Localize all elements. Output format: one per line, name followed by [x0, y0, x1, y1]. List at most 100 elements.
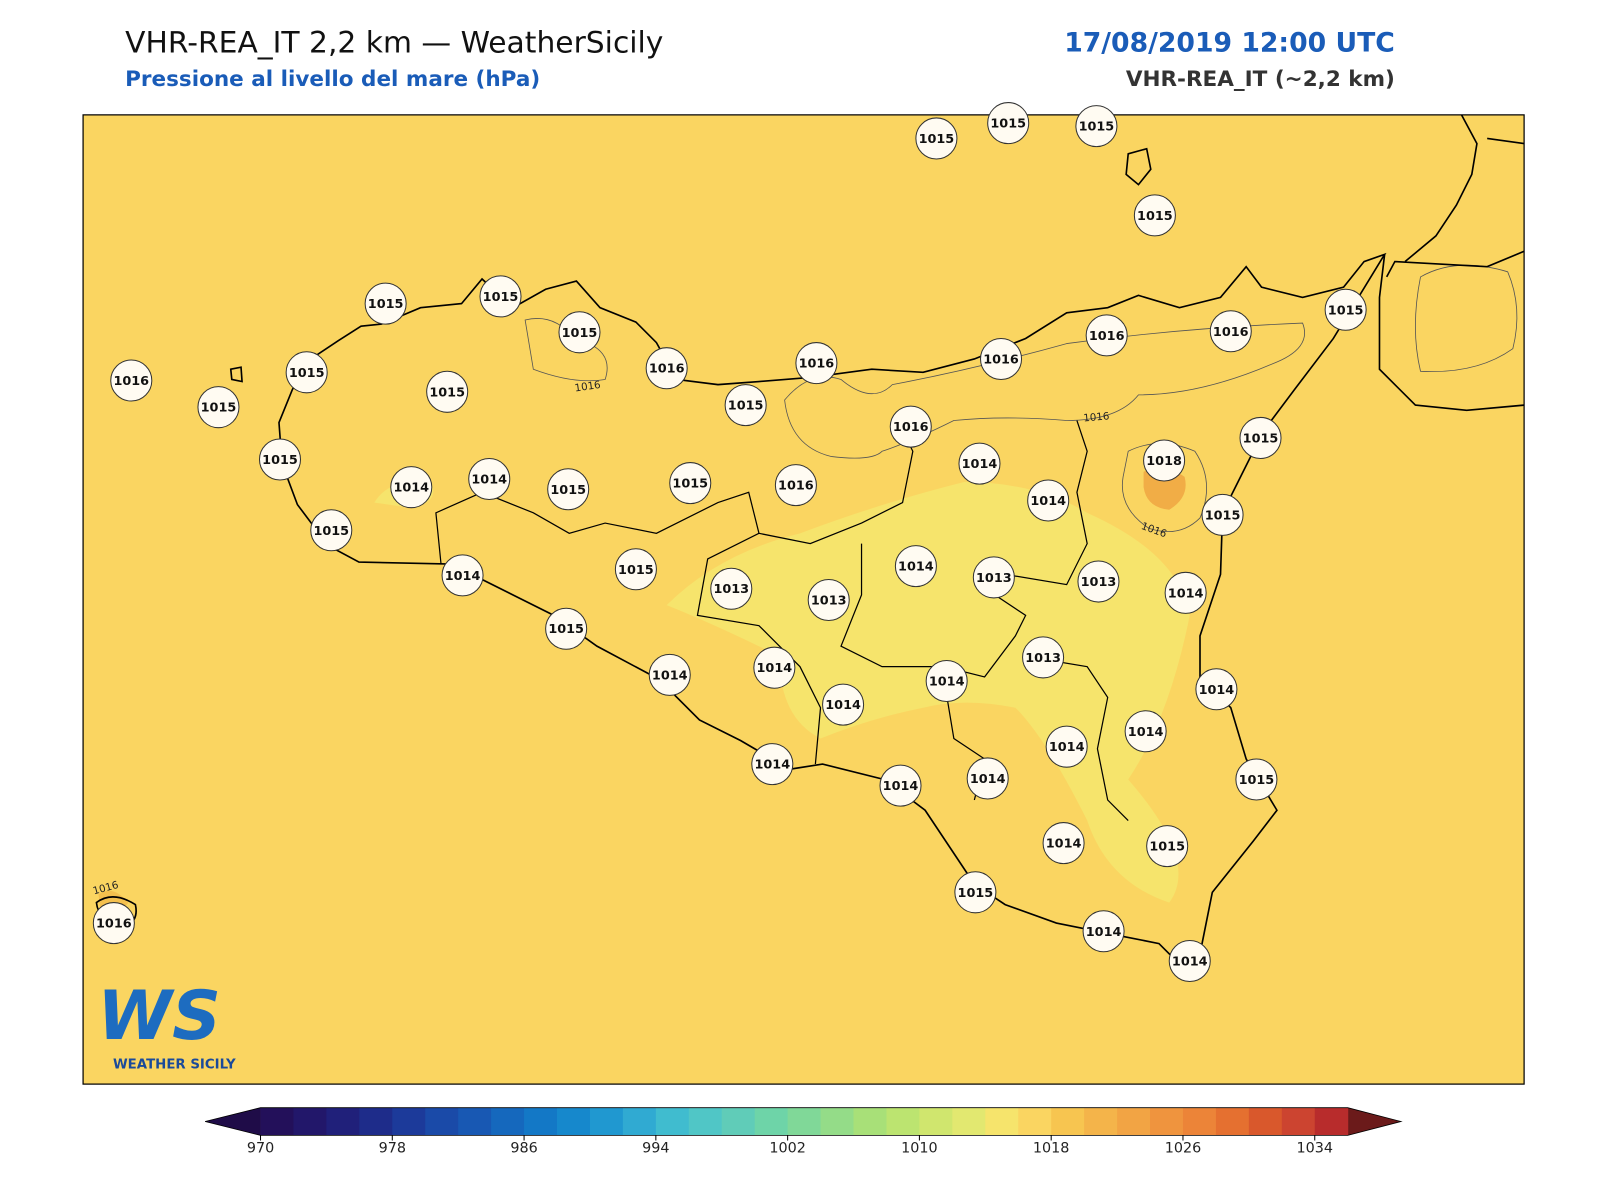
station-value: 1014: [652, 668, 688, 683]
colorbar-swatch: [1084, 1107, 1118, 1136]
station-marker: [966, 757, 1009, 800]
station-value: 1015: [672, 477, 708, 492]
station-marker: [441, 554, 484, 597]
colorbar-outline: [205, 1107, 1403, 1136]
station-value: 1015: [368, 297, 404, 312]
station-value: 1016: [799, 357, 835, 372]
province-border: [435, 420, 1129, 821]
colorbar-swatch: [688, 1107, 723, 1136]
station-marker: [889, 405, 932, 448]
station-value: 1013: [976, 571, 1012, 586]
station-marker: [614, 548, 657, 591]
station-value: 1015: [201, 401, 237, 416]
colorbar-swatch: [787, 1107, 822, 1136]
colorbar-swatch: [1314, 1107, 1349, 1136]
station-value: 1016: [778, 479, 814, 494]
station-value: 1013: [1025, 651, 1061, 666]
station-value: 1016: [1089, 329, 1125, 344]
colorbar-tick-label: 1018: [1033, 1141, 1070, 1157]
station-marker: [1239, 416, 1282, 459]
colorbar-swatch: [491, 1107, 525, 1136]
station-marker: [925, 660, 968, 703]
station-value: 1014: [445, 569, 481, 584]
station-value: 1013: [713, 582, 749, 597]
station-value: 1015: [958, 886, 994, 901]
station-value: 1014: [1086, 925, 1122, 940]
station-marker: [774, 464, 817, 507]
colorbar-swatch: [260, 1107, 294, 1136]
station-marker: [1042, 822, 1085, 865]
colorbar-extend: [1347, 1107, 1402, 1136]
station-value: 1014: [970, 772, 1006, 787]
colorbar-swatch: [985, 1107, 1019, 1136]
colorbar-swatch: [392, 1107, 426, 1136]
station-marker: [1045, 725, 1088, 768]
station-value: 1015: [550, 483, 586, 498]
colorbar-swatch: [655, 1107, 690, 1136]
station-marker: [724, 384, 767, 427]
colorbar-swatch: [1117, 1107, 1151, 1136]
station-value: 1015: [548, 622, 584, 637]
subtitle: Pressione al livello del mare (hPa): [125, 67, 540, 92]
colorbar-swatch: [1182, 1107, 1217, 1136]
colorbar-swatch: [326, 1107, 360, 1136]
station-marker: [958, 442, 1001, 485]
station-marker: [1209, 310, 1252, 353]
colorbar-swatch: [1051, 1107, 1085, 1136]
colorbar-swatch: [524, 1107, 558, 1136]
colorbar-swatch: [557, 1107, 591, 1136]
station-value: 1015: [289, 366, 325, 381]
station-marker: [1077, 560, 1120, 603]
station-marker: [390, 466, 433, 509]
map-frame: [82, 114, 1525, 1085]
colorbar: 970 978 986 994 1002 1010 1018 1026 1034: [205, 1107, 1403, 1157]
station-value: 1015: [1149, 840, 1185, 855]
station-marker: [894, 545, 937, 588]
station-value: 1015: [1239, 773, 1275, 788]
station-marker: [110, 359, 153, 402]
station-value: 1014: [393, 481, 429, 496]
colorbar-swatch: [359, 1107, 393, 1136]
model: VHR-REA_IT (~2,2 km): [1126, 67, 1395, 92]
station-value: 1014: [1128, 725, 1164, 740]
station-marker: [915, 117, 958, 160]
station-value: 1016: [1213, 325, 1249, 340]
station-value: 1016: [983, 353, 1019, 368]
logo-mark: WS: [97, 976, 220, 1055]
high-pressure-area: [784, 322, 1305, 459]
station-marker: [954, 871, 997, 914]
colorbar-swatch: [721, 1107, 756, 1136]
station-marker: [807, 578, 850, 622]
colorbar-swatch: [1248, 1107, 1283, 1136]
colorbar-swatch: [919, 1107, 953, 1136]
station-value: 1014: [1046, 837, 1082, 852]
station-marker: [1027, 479, 1070, 522]
station-marker: [92, 902, 135, 945]
station-marker: [1143, 439, 1186, 482]
station-value: 1014: [1172, 955, 1208, 970]
colorbar-tick-label: 994: [642, 1141, 669, 1157]
colorbar-swatch: [293, 1107, 327, 1136]
station-value: 1014: [757, 661, 793, 676]
station-marker: [1075, 105, 1118, 148]
station-value: 1015: [919, 132, 955, 147]
station-value: 1015: [990, 117, 1026, 132]
station-marker: [753, 646, 796, 689]
station-marker: [669, 462, 712, 505]
station-marker: [197, 386, 240, 429]
colorbar-swatch: [425, 1107, 459, 1136]
station-value: 1015: [313, 524, 349, 539]
station-value: 1016: [96, 917, 132, 932]
colorbar-swatch: [820, 1107, 855, 1136]
station-marker: [1195, 668, 1238, 711]
station-value: 1016: [893, 420, 929, 435]
station-marker: [1324, 288, 1367, 331]
station-marker: [1124, 710, 1167, 753]
station-marker: [310, 509, 353, 552]
colorbar-swatch: [1215, 1107, 1250, 1136]
contour-label: 1016: [574, 379, 602, 395]
station-marker: [1133, 194, 1176, 237]
station-value: 1015: [728, 399, 764, 414]
colorbar-tick-label: 978: [379, 1141, 406, 1157]
station-marker: [751, 743, 794, 786]
